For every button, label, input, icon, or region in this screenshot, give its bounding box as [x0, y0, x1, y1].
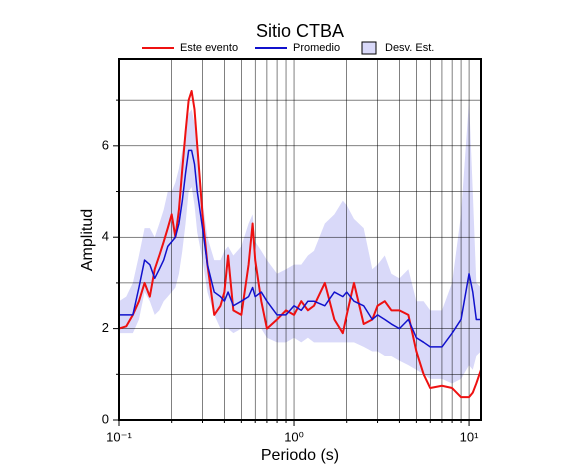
y-axis-label: Amplitud: [79, 209, 96, 271]
chart-title: Sitio CTBA: [256, 21, 344, 41]
x-tick-label: 10⁰: [284, 429, 304, 444]
legend-swatch: [361, 41, 377, 55]
legend-label: Promedio: [293, 42, 340, 54]
y-tick-label: 4: [102, 229, 109, 244]
series-line: [119, 149, 481, 348]
legend-label: Este evento: [180, 42, 238, 54]
plot-frame: [118, 58, 482, 421]
x-tick-label: 10⁻¹: [106, 429, 132, 444]
y-tick-label: 6: [102, 137, 109, 152]
y-tick-label: 0: [102, 411, 109, 426]
x-tick-label: 10¹: [460, 429, 479, 444]
std-band: [119, 100, 481, 384]
x-axis-label: Periodo (s): [261, 447, 339, 464]
legend-label: Desv. Est.: [385, 42, 434, 54]
y-tick-label: 2: [102, 320, 109, 335]
